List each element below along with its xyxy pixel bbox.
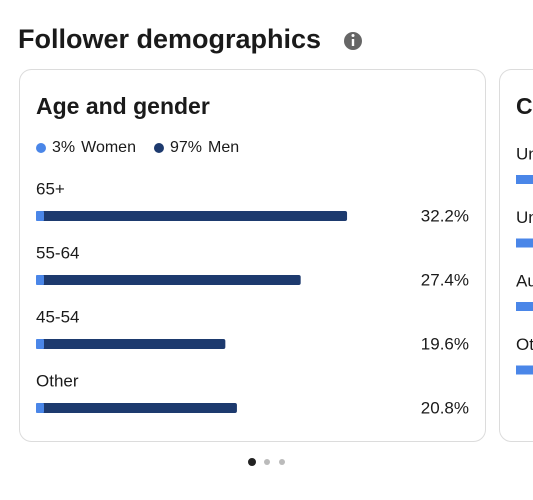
page-title: Follower demographics: [18, 24, 321, 54]
bar: [36, 403, 237, 413]
bar: [36, 211, 348, 221]
bar: [36, 275, 301, 285]
card: [19, 69, 486, 442]
info-icon[interactable]: [344, 32, 362, 50]
legend-label: Women: [81, 139, 136, 156]
category-label: 65+: [36, 179, 65, 198]
item-label: Un: [516, 208, 533, 227]
value-label: 27.4%: [421, 270, 469, 289]
category-label: 45-54: [36, 307, 79, 326]
item-label: Ot: [516, 335, 533, 354]
legend-dot: [153, 143, 164, 153]
legend-share: 97%: [170, 139, 202, 156]
bar-cap: [36, 211, 44, 221]
value-label: 32.2%: [421, 206, 469, 225]
card-title: C: [516, 93, 533, 119]
item-bar: [516, 175, 533, 184]
legend-dot: [36, 143, 46, 153]
legend-label: Men: [208, 139, 239, 156]
bar-cap: [36, 275, 44, 285]
card: [499, 69, 533, 442]
category-label: Other: [36, 371, 79, 390]
bar-cap: [36, 403, 44, 413]
item-label: Au: [516, 271, 533, 290]
value-label: 19.6%: [421, 334, 469, 353]
bar-cap: [36, 339, 44, 349]
card-title: Age and gender: [36, 93, 210, 119]
item-bar: [516, 365, 533, 375]
item-bar: [516, 238, 533, 248]
value-label: 20.8%: [421, 398, 469, 417]
legend-share: 3%: [52, 139, 75, 156]
item-bar: [516, 302, 533, 311]
item-label: Un: [516, 144, 533, 163]
pager: [248, 458, 285, 466]
category-label: 55-64: [36, 243, 79, 262]
bar: [36, 339, 226, 349]
